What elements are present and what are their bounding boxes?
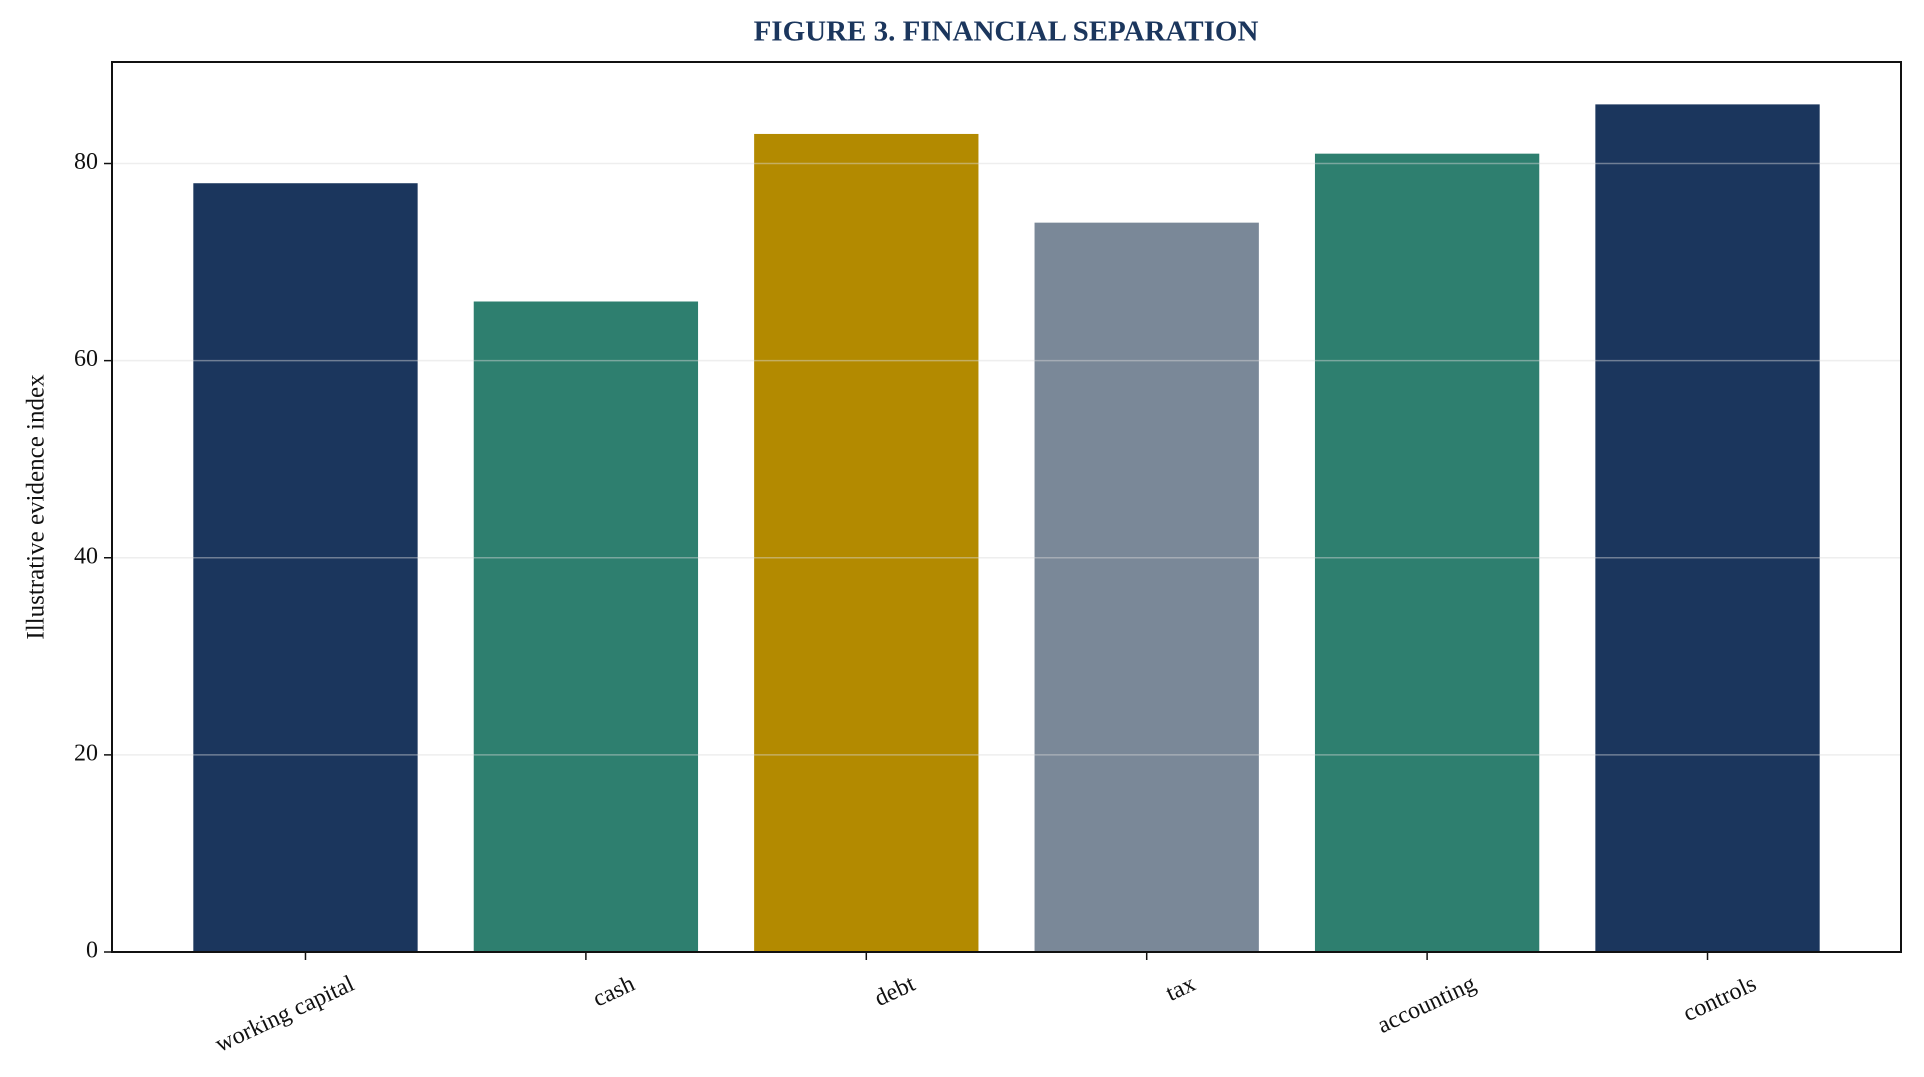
- bar: [1314, 153, 1540, 952]
- y-tick-label: 20: [74, 740, 98, 766]
- x-tick-label: controls: [1679, 971, 1760, 1027]
- x-tick-label: working capital: [211, 971, 358, 1058]
- x-tick-label: cash: [589, 971, 639, 1013]
- x-tick-label: debt: [871, 971, 920, 1012]
- plot-frame: [111, 61, 1902, 953]
- y-tick-label: 60: [74, 346, 98, 372]
- y-tick-label: 0: [86, 938, 98, 964]
- y-tick-label: 40: [74, 543, 98, 569]
- chart-title: FIGURE 3. FINANCIAL SEPARATION: [754, 16, 1259, 48]
- bar: [1034, 222, 1259, 952]
- y-axis-label: Illustrative evidence index: [23, 374, 50, 640]
- x-tick-label: tax: [1162, 971, 1200, 1007]
- y-tick-label: 80: [74, 149, 98, 175]
- bar: [473, 301, 699, 952]
- bar: [193, 183, 418, 952]
- bar: [1595, 104, 1820, 952]
- x-tick-label: accounting: [1374, 971, 1480, 1039]
- bar: [754, 133, 979, 952]
